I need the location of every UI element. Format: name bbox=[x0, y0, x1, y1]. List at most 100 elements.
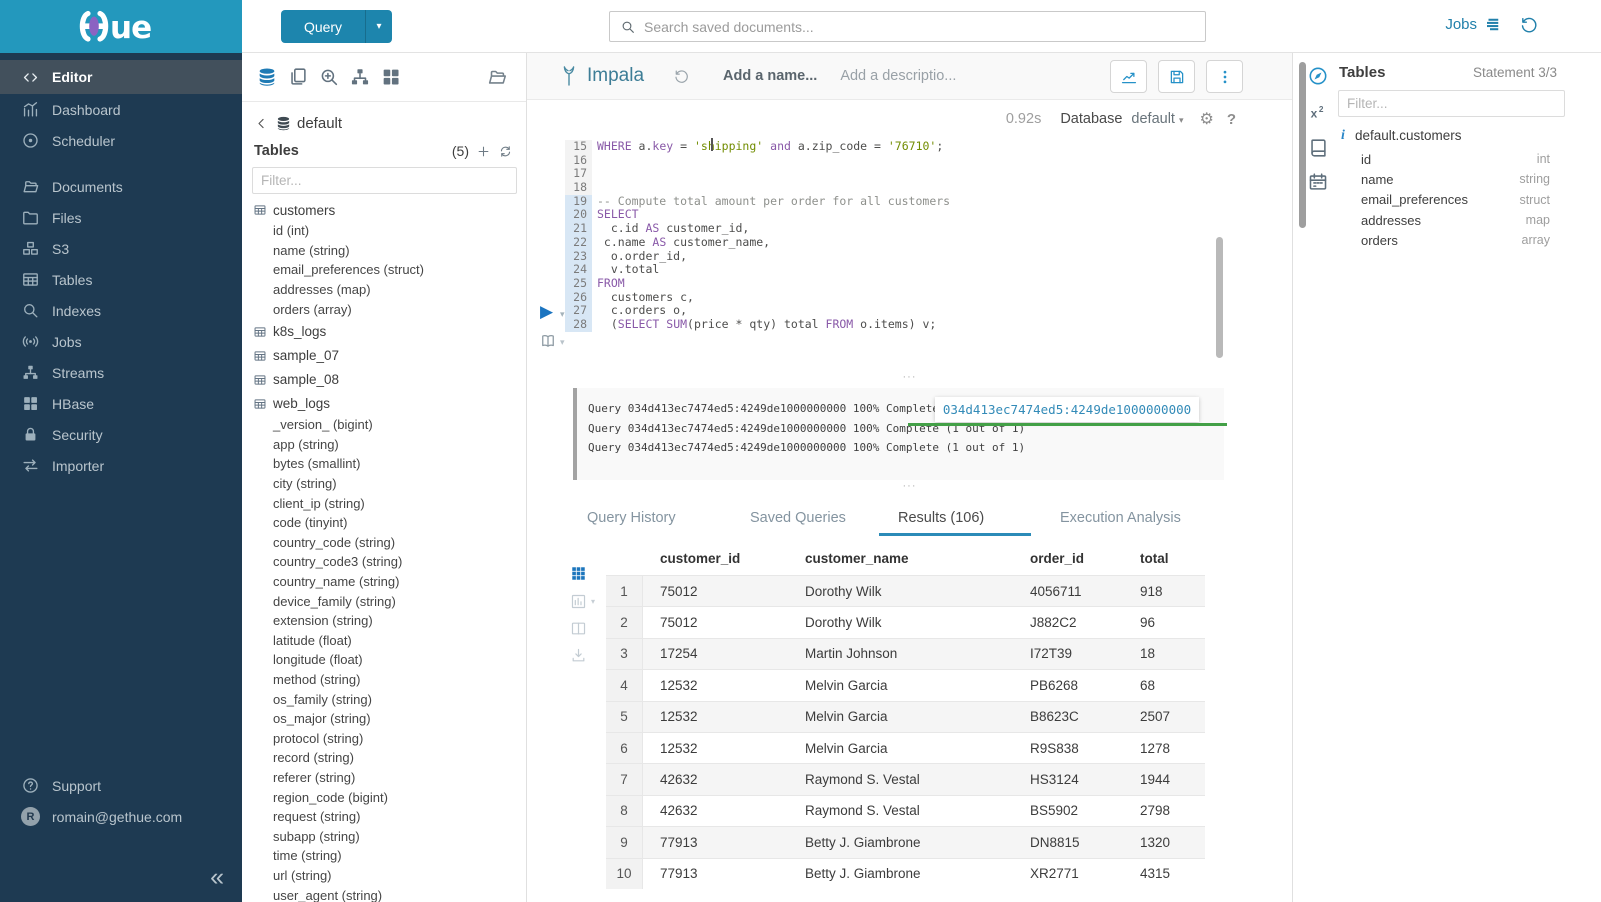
search-input[interactable] bbox=[644, 18, 1205, 35]
refresh-tables-icon[interactable] bbox=[498, 144, 513, 159]
sidebar-item-files[interactable]: Files bbox=[0, 202, 242, 233]
sidebar-collapse-button[interactable]: « bbox=[210, 863, 224, 891]
log-resize-handle[interactable]: ··· bbox=[902, 371, 917, 383]
assist-column[interactable]: user_agent (string) bbox=[273, 887, 383, 902]
assist-column[interactable]: longitude (float) bbox=[273, 652, 363, 668]
snippet-history-icon[interactable] bbox=[673, 68, 690, 85]
query-history-icon[interactable] bbox=[1519, 15, 1539, 35]
sidebar-item-scheduler[interactable]: Scheduler bbox=[0, 125, 242, 156]
database-name[interactable]: default bbox=[297, 115, 343, 132]
query-button-caret[interactable]: ▾ bbox=[365, 10, 392, 43]
sidebar-item-streams[interactable]: Streams bbox=[0, 357, 242, 388]
folder-open-icon[interactable] bbox=[486, 66, 508, 88]
assist-column[interactable]: protocol (string) bbox=[273, 730, 364, 746]
assist-column[interactable]: _version_ (bigint) bbox=[273, 417, 373, 433]
kebab-button[interactable] bbox=[1206, 60, 1243, 93]
download-icon[interactable] bbox=[570, 647, 587, 664]
assist-column[interactable]: region_code (bigint) bbox=[273, 789, 388, 805]
tab-execution-analysis[interactable]: Execution Analysis bbox=[1060, 510, 1181, 526]
assist-column[interactable]: extension (string) bbox=[273, 613, 373, 629]
jobs-link[interactable]: Jobs bbox=[1445, 15, 1502, 33]
table-column-row[interactable]: email_preferences struct bbox=[1332, 190, 1601, 210]
assist-column[interactable]: country_code (string) bbox=[273, 534, 396, 550]
assist-table-sample_07[interactable]: sample_07 bbox=[253, 345, 526, 367]
sql-code-editor[interactable]: 15 WHERE a.key = 'shipping' and a.zip_cod… bbox=[565, 139, 1265, 332]
assist-column[interactable]: city (string) bbox=[273, 476, 337, 492]
query-button[interactable]: Query bbox=[303, 18, 343, 35]
sidebar-item-documents[interactable]: Documents bbox=[0, 171, 242, 202]
query-description-field[interactable]: Add a descriptio... bbox=[840, 68, 957, 84]
assist-column[interactable]: addresses (map) bbox=[273, 282, 371, 298]
right-filter-input[interactable] bbox=[1339, 96, 1564, 111]
assist-filter-input[interactable] bbox=[253, 173, 516, 188]
assist-column[interactable]: subapp (string) bbox=[273, 828, 360, 844]
assist-table-k8s_logs[interactable]: k8s_logs bbox=[253, 321, 526, 343]
query-name-field[interactable]: Add a name... bbox=[723, 68, 818, 84]
zoom-in-icon[interactable] bbox=[318, 66, 340, 88]
sidebar-item-indexes[interactable]: Indexes bbox=[0, 295, 242, 326]
sitemap-icon[interactable] bbox=[349, 66, 371, 88]
run-options-caret-icon[interactable]: ▾ bbox=[560, 309, 565, 319]
assist-column[interactable]: device_family (string) bbox=[273, 593, 396, 609]
assist-column[interactable]: app (string) bbox=[273, 436, 339, 452]
table-column-row[interactable]: orders array bbox=[1332, 230, 1601, 250]
assist-column[interactable]: request (string) bbox=[273, 809, 361, 825]
back-chevron-icon[interactable] bbox=[254, 116, 269, 131]
assist-column[interactable]: name (string) bbox=[273, 242, 350, 258]
assist-column[interactable]: record (string) bbox=[273, 750, 354, 766]
compass-icon[interactable] bbox=[1307, 65, 1329, 87]
blocks-icon[interactable] bbox=[380, 66, 402, 88]
results-resize-handle[interactable]: ··· bbox=[902, 480, 917, 492]
assist-column[interactable]: time (string) bbox=[273, 848, 342, 864]
grid9-icon[interactable] bbox=[570, 565, 587, 582]
column-header[interactable]: customer_id bbox=[660, 551, 741, 566]
presentation-mode-icon[interactable] bbox=[539, 332, 557, 350]
assist-column[interactable]: code (tinyint) bbox=[273, 515, 348, 531]
assist-column[interactable]: os_major (string) bbox=[273, 711, 371, 727]
sidebar-item-s3[interactable]: S3 bbox=[0, 233, 242, 264]
sidebar-item-editor[interactable]: Editor bbox=[0, 60, 242, 94]
main-scrollbar[interactable] bbox=[1299, 62, 1306, 228]
sidebar-item-jobs[interactable]: Jobs bbox=[0, 326, 242, 357]
database-icon[interactable] bbox=[256, 66, 278, 88]
assist-column[interactable]: method (string) bbox=[273, 671, 361, 687]
assist-column[interactable]: email_preferences (struct) bbox=[273, 262, 424, 278]
assist-column[interactable]: country_code3 (string) bbox=[273, 554, 403, 570]
assist-column[interactable]: client_ip (string) bbox=[273, 495, 365, 511]
sidebar-item-security[interactable]: Security bbox=[0, 419, 242, 450]
assist-table-web_logs[interactable]: web_logs bbox=[253, 393, 526, 415]
chart-options-caret-icon[interactable]: ▾ bbox=[591, 597, 596, 606]
sidebar-item-dashboard[interactable]: Dashboard bbox=[0, 94, 242, 125]
settings-gear-icon[interactable]: ⚙ bbox=[1199, 111, 1214, 128]
tab-saved-queries[interactable]: Saved Queries bbox=[750, 510, 846, 526]
run-query-button[interactable]: ▶ bbox=[540, 302, 554, 321]
column-header[interactable]: total bbox=[1140, 551, 1169, 566]
hue-logo[interactable]: ue bbox=[0, 0, 242, 53]
database-selector[interactable]: default ▾ bbox=[1131, 111, 1184, 127]
assist-column[interactable]: orders (array) bbox=[273, 301, 352, 317]
sidebar-item-tables[interactable]: Tables bbox=[0, 264, 242, 295]
assist-column[interactable]: id (int) bbox=[273, 223, 310, 239]
add-table-icon[interactable] bbox=[476, 144, 491, 159]
user-account[interactable]: R romain@gethue.com bbox=[0, 801, 242, 832]
presentation-caret-icon[interactable]: ▾ bbox=[560, 337, 565, 347]
editor-scrollbar[interactable] bbox=[1216, 237, 1223, 358]
save-button[interactable] bbox=[1158, 60, 1195, 93]
support-link[interactable]: Support bbox=[0, 770, 242, 801]
sidebar-item-importer[interactable]: Importer bbox=[0, 450, 242, 481]
book-icon[interactable] bbox=[1307, 137, 1329, 159]
active-table-row[interactable]: i default.customers bbox=[1332, 124, 1601, 147]
column-header[interactable]: order_id bbox=[1030, 551, 1085, 566]
assist-column[interactable]: referer (string) bbox=[273, 769, 356, 785]
assist-column[interactable]: url (string) bbox=[273, 867, 332, 883]
column-header[interactable]: customer_name bbox=[805, 551, 909, 566]
assist-column[interactable]: country_name (string) bbox=[273, 574, 400, 590]
assist-table-sample_08[interactable]: sample_08 bbox=[253, 369, 526, 391]
tab-results-106-[interactable]: Results (106) bbox=[898, 510, 985, 526]
assist-column[interactable]: os_family (string) bbox=[273, 691, 372, 707]
assist-column[interactable]: bytes (smallint) bbox=[273, 456, 361, 472]
sidebar-item-hbase[interactable]: HBase bbox=[0, 388, 242, 419]
job-id-link[interactable]: 034d413ec7474ed5:4249de1000000000 bbox=[935, 397, 1199, 422]
help-icon[interactable]: ? bbox=[1226, 110, 1236, 128]
